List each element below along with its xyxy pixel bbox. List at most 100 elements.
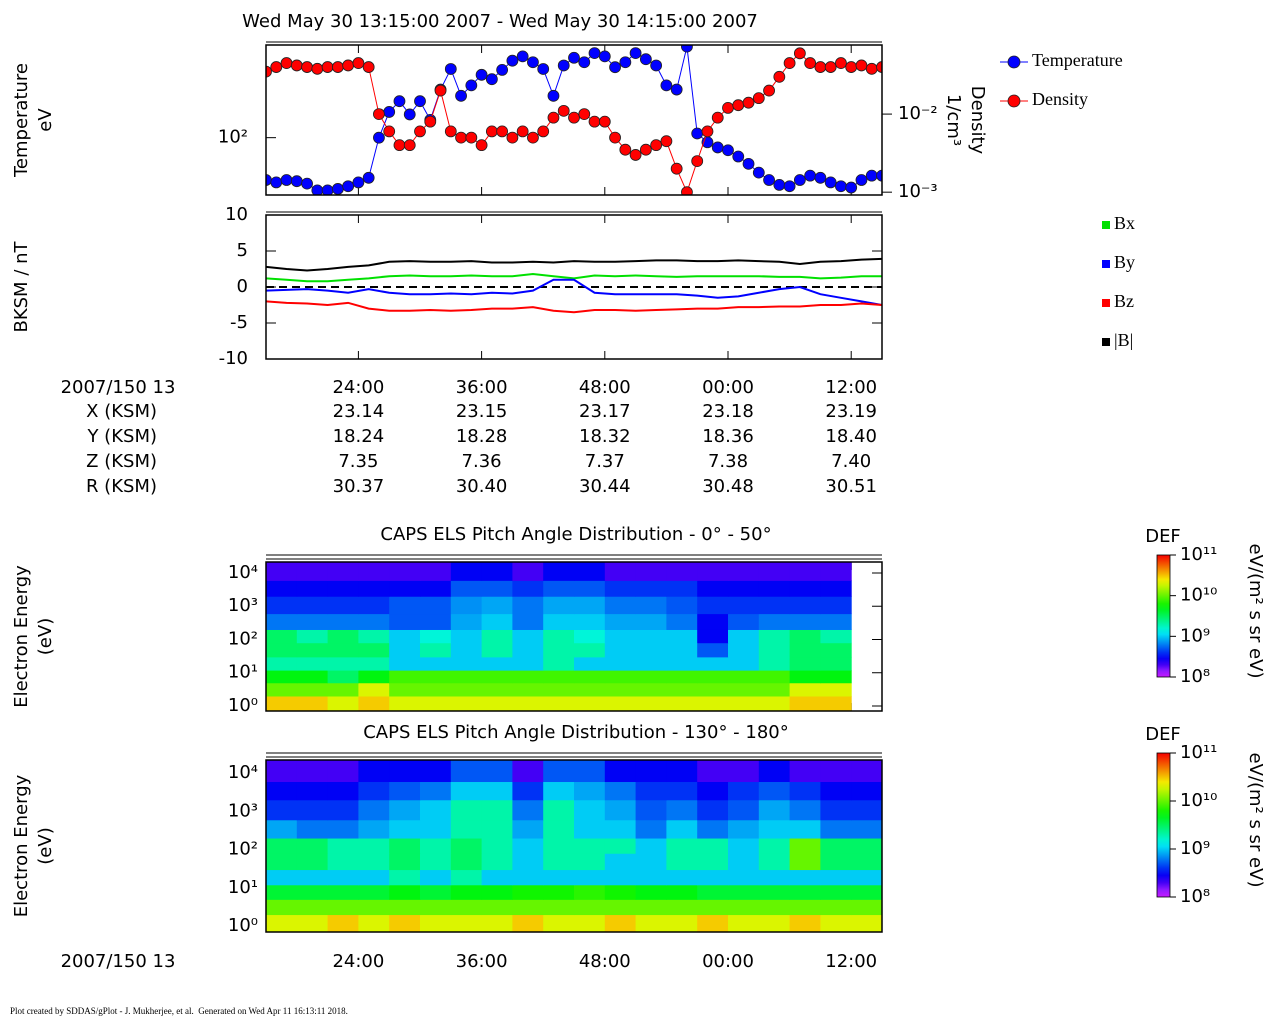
- heat-cell: [389, 914, 421, 932]
- data-point: [660, 135, 673, 148]
- heat-cell: [789, 853, 821, 871]
- heat-cell: [481, 613, 513, 630]
- heat-cell: [820, 656, 852, 671]
- data-point: [722, 102, 734, 114]
- data-point: [763, 174, 775, 186]
- heat-cell: [481, 760, 513, 783]
- data-point: [814, 61, 827, 73]
- ephemeris-value: 30.48: [702, 476, 754, 497]
- data-point: [270, 176, 283, 189]
- data-point: [475, 139, 488, 152]
- panel-title: CAPS ELS Pitch Angle Distribution - 0° -…: [380, 524, 771, 545]
- heat-cell: [574, 914, 606, 932]
- heat-cell: [389, 562, 421, 581]
- heat-cell: [481, 682, 513, 697]
- heat-cell: [450, 838, 483, 854]
- heat-cell: [358, 914, 390, 932]
- ephemeris-header: 2007/150 13: [61, 377, 176, 398]
- heat-cell: [574, 596, 606, 615]
- data-point: [742, 96, 755, 109]
- data-point: [835, 57, 847, 69]
- heat-cell: [296, 869, 329, 886]
- heat-cell: [789, 819, 821, 839]
- heat-cell: [389, 781, 421, 801]
- heat-cell: [820, 613, 852, 630]
- plot-area: [266, 760, 882, 932]
- y-tick-label: 10: [225, 204, 248, 225]
- heat-cell: [358, 670, 390, 684]
- heat-cell: [266, 899, 298, 916]
- heat-cell: [697, 869, 729, 886]
- heat-cell: [327, 562, 359, 581]
- heat-cell: [666, 656, 698, 671]
- data-point: [835, 180, 847, 193]
- heat-cell: [728, 914, 760, 932]
- heat-cell: [327, 580, 359, 597]
- heat-cell: [604, 656, 637, 671]
- heat-cell: [327, 899, 359, 916]
- y-tick-label: 5: [237, 240, 248, 261]
- heat-cell: [635, 562, 667, 581]
- heat-cell: [296, 629, 329, 644]
- heat-cell: [420, 670, 452, 684]
- heat-cell: [296, 819, 329, 839]
- y-tick-label: 10³: [228, 800, 258, 821]
- heat-cell: [389, 799, 421, 821]
- ephemeris-value: 23.14: [333, 401, 385, 422]
- heat-cell: [358, 642, 390, 658]
- heat-cell: [789, 884, 821, 900]
- heat-cell: [266, 562, 298, 581]
- heat-cell: [789, 914, 821, 932]
- heat-cell: [420, 819, 452, 839]
- data-point: [496, 125, 509, 138]
- data-point: [568, 51, 580, 64]
- panel-frame: [265, 214, 883, 360]
- heat-cell: [296, 760, 329, 783]
- data-point: [321, 61, 334, 73]
- panel: 10² 10⁻³ 10⁻²: [218, 41, 938, 202]
- heat-cell: [758, 656, 791, 671]
- ephemeris-value: 18.40: [825, 426, 877, 447]
- heat-cell: [820, 819, 852, 839]
- data-point: [609, 61, 621, 74]
- heat-cell: [697, 656, 729, 671]
- heat-cell: [666, 642, 698, 658]
- data-point: [321, 184, 334, 195]
- heat-cell: [543, 613, 575, 630]
- data-point: [598, 115, 611, 128]
- series-line: [266, 278, 882, 306]
- data-point: [578, 108, 591, 120]
- y-axis-label: eV: [35, 108, 56, 132]
- heat-cell: [758, 642, 791, 658]
- heat-cell: [758, 613, 791, 630]
- heat-cell: [604, 670, 637, 684]
- heat-cell: [697, 899, 729, 916]
- heat-cell: [266, 682, 298, 697]
- ephemeris-value: 7.40: [831, 451, 871, 472]
- heat-cell: [358, 656, 390, 671]
- heat-cell: [635, 869, 667, 886]
- data-point: [804, 57, 817, 69]
- heat-cell: [389, 613, 421, 630]
- heat-cell: [574, 781, 606, 801]
- data-point: [280, 57, 293, 69]
- heat-cell: [851, 899, 882, 916]
- heat-cell: [635, 695, 667, 711]
- legend-label: By: [1114, 252, 1135, 272]
- y-tick-label: 10²: [218, 127, 248, 148]
- heat-cell: [358, 682, 390, 697]
- heat-cell: [389, 819, 421, 839]
- heat-cell: [697, 884, 729, 900]
- legend-marker: [1007, 94, 1021, 108]
- data-point: [537, 63, 550, 75]
- y-axis-label: 1/cm³: [943, 94, 964, 146]
- heat-cell: [574, 629, 606, 644]
- heat-cell: [481, 853, 513, 871]
- heat-cell: [635, 781, 667, 801]
- heat-cell: [266, 869, 298, 886]
- heat-cell: [296, 642, 329, 658]
- data-point: [362, 171, 375, 184]
- heat-cell: [635, 799, 667, 821]
- heat-cell: [358, 869, 390, 886]
